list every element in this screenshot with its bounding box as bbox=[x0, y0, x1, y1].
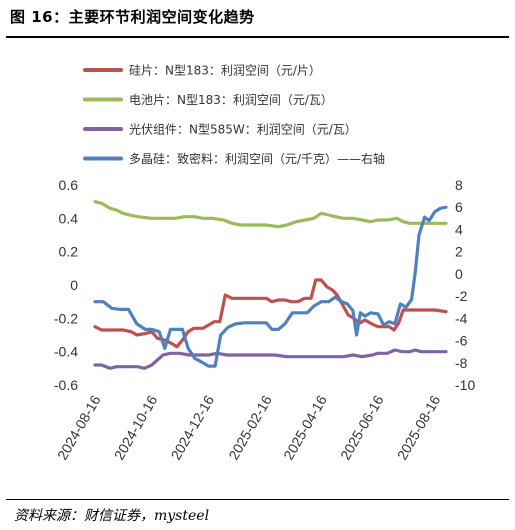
right-axis-tick-label: 6 bbox=[455, 199, 463, 215]
legend-label: 多晶硅：致密料：利润空间（元/千克）——右轴 bbox=[129, 151, 385, 166]
left-axis-tick-label: -0.2 bbox=[54, 310, 78, 326]
left-axis-tick-label: 0.4 bbox=[59, 210, 79, 226]
figure-title: 图 16：主要环节利润空间变化趋势 bbox=[10, 8, 255, 26]
legend-item: 光伏组件：N型585W：利润空间（元/瓦） bbox=[83, 123, 357, 137]
x-axis-tick-label: 2025-02-16 bbox=[225, 392, 275, 462]
legend-label: 硅片：N型183：利润空间（元/片） bbox=[129, 64, 321, 78]
right-axis-tick-label: 0 bbox=[455, 266, 463, 282]
source-note: 资料来源：财信证券，mysteel bbox=[14, 508, 210, 524]
series-line bbox=[93, 278, 448, 349]
x-axis-tick-label: 2024-12-16 bbox=[168, 392, 218, 462]
chart-axes: 0.6 0.4 0.2 0 -0.2 -0.4 -0.6 8 6 4 2 0 -2 -4 -6 -8 -10 20… bbox=[54, 177, 476, 463]
right-axis-tick-label: -2 bbox=[455, 288, 468, 304]
right-axis-tick-label: -10 bbox=[455, 377, 475, 393]
line-chart: 硅片：N型183：利润空间（元/片） 电池片：N型183：利润空间（元/瓦） 光伏组… bbox=[54, 64, 476, 463]
right-axis-tick-label: 2 bbox=[455, 244, 463, 260]
series-line bbox=[93, 205, 448, 368]
x-axis-tick-label: 2025-08-16 bbox=[394, 392, 444, 462]
right-axis-tick-label: -8 bbox=[455, 355, 468, 371]
x-axis-tick-label: 2025-04-16 bbox=[280, 392, 330, 462]
legend-item: 电池片：N型183：利润空间（元/瓦） bbox=[83, 93, 333, 107]
series-line bbox=[93, 348, 448, 370]
source-rule bbox=[6, 499, 509, 500]
legend-item: 硅片：N型183：利润空间（元/片） bbox=[83, 64, 321, 78]
legend-label: 电池片：N型183：利润空间（元/瓦） bbox=[129, 93, 333, 107]
x-axis-tick-label: 2024-08-16 bbox=[54, 392, 104, 462]
left-axis-tick-label: 0.2 bbox=[59, 244, 79, 260]
right-axis-tick-label: 8 bbox=[455, 177, 463, 193]
chart-legend: 硅片：N型183：利润空间（元/片） 电池片：N型183：利润空间（元/瓦） 光伏组… bbox=[83, 64, 385, 166]
left-axis-tick-label: 0 bbox=[70, 277, 78, 293]
x-axis-tick-label: 2024-10-16 bbox=[111, 392, 161, 462]
left-axis-tick-label: 0.6 bbox=[59, 177, 79, 193]
chart-series bbox=[93, 200, 448, 370]
right-axis-tick-label: -4 bbox=[455, 310, 468, 326]
left-axis-tick-label: -0.6 bbox=[54, 377, 78, 393]
series-line bbox=[93, 200, 448, 229]
x-axis-tick-label: 2025-06-16 bbox=[337, 392, 387, 462]
right-axis-tick-label: -6 bbox=[455, 333, 468, 349]
right-axis-tick-label: 4 bbox=[455, 221, 463, 237]
legend-label: 光伏组件：N型585W：利润空间（元/瓦） bbox=[129, 123, 357, 137]
legend-item: 多晶硅：致密料：利润空间（元/千克）——右轴 bbox=[83, 151, 385, 166]
title-rule bbox=[6, 36, 509, 38]
left-axis-tick-label: -0.4 bbox=[54, 344, 78, 360]
